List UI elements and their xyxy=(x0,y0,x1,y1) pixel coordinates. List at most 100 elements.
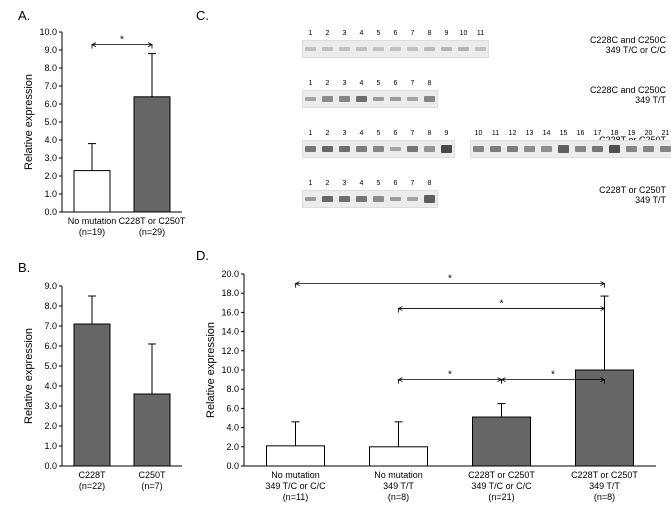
gel-band xyxy=(407,146,418,152)
gel-band xyxy=(322,196,333,203)
lane-number: 21 xyxy=(660,130,671,137)
svg-text:6.0: 6.0 xyxy=(44,341,57,351)
svg-text:(n=22): (n=22) xyxy=(79,481,105,491)
svg-text:(n=8): (n=8) xyxy=(388,492,409,502)
svg-text:(n=8): (n=8) xyxy=(594,492,615,502)
lane-number: 3 xyxy=(339,130,351,137)
lane-number: 7 xyxy=(407,130,419,137)
lane-number: 5 xyxy=(373,130,385,137)
bar xyxy=(370,447,428,466)
lane-number: 8 xyxy=(424,130,436,137)
svg-text:C228T or C250T: C228T or C250T xyxy=(119,216,186,226)
svg-text:16.0: 16.0 xyxy=(221,307,239,317)
gel-band xyxy=(305,197,316,202)
gel-band xyxy=(390,47,401,50)
svg-text:6.0: 6.0 xyxy=(44,99,57,109)
lane-number: 7 xyxy=(407,80,419,87)
svg-text:0.0: 0.0 xyxy=(44,461,57,471)
gel-band xyxy=(390,147,401,152)
bar xyxy=(134,97,170,212)
gel-band xyxy=(424,47,435,51)
gel-band xyxy=(441,145,452,153)
svg-text:14.0: 14.0 xyxy=(221,327,239,337)
chart-d: 0.02.04.06.08.010.012.014.016.018.020.0R… xyxy=(196,262,666,518)
svg-text:4.0: 4.0 xyxy=(44,381,57,391)
lane-number: 5 xyxy=(373,80,385,87)
lane-number: 5 xyxy=(373,180,385,187)
svg-text:(n=21): (n=21) xyxy=(488,492,514,502)
gel-band xyxy=(373,196,384,201)
gel-band xyxy=(490,146,501,152)
lane-number: 3 xyxy=(339,180,351,187)
gel-band xyxy=(541,146,552,151)
gel-band xyxy=(339,196,350,203)
gel-band xyxy=(390,97,401,102)
svg-text:2.0: 2.0 xyxy=(44,171,57,181)
gel-band xyxy=(592,146,603,152)
svg-text:7.0: 7.0 xyxy=(44,321,57,331)
lane-number: 15 xyxy=(558,130,570,137)
svg-text:349 T/T: 349 T/T xyxy=(589,481,620,491)
panel-c-label: C. xyxy=(196,8,209,23)
gel-band xyxy=(424,195,435,202)
svg-text:7.0: 7.0 xyxy=(44,81,57,91)
svg-text:C250T: C250T xyxy=(138,470,166,480)
lane-number: 11 xyxy=(490,130,502,137)
svg-text:C228T: C228T xyxy=(78,470,106,480)
svg-text:(n=29): (n=29) xyxy=(139,227,165,237)
svg-text:*: * xyxy=(448,370,452,381)
lane-number: 4 xyxy=(356,180,368,187)
gel-band xyxy=(373,97,384,102)
gel-band xyxy=(356,47,367,50)
lane-number: 12 xyxy=(507,130,519,137)
bar xyxy=(576,370,634,466)
svg-text:C228T or C250T: C228T or C250T xyxy=(468,470,535,480)
bar xyxy=(74,171,110,212)
svg-text:1.0: 1.0 xyxy=(44,189,57,199)
lane-number: 11 xyxy=(475,30,487,37)
svg-text:1.0: 1.0 xyxy=(44,441,57,451)
svg-text:2.0: 2.0 xyxy=(44,421,57,431)
lane-number: 4 xyxy=(356,80,368,87)
bar xyxy=(134,394,170,466)
gel-band xyxy=(458,47,469,51)
lane-number: 4 xyxy=(356,130,368,137)
svg-text:4.0: 4.0 xyxy=(44,135,57,145)
lane-number: 6 xyxy=(390,130,402,137)
svg-text:8.0: 8.0 xyxy=(44,63,57,73)
svg-text:C228T or C250T: C228T or C250T xyxy=(571,470,638,480)
gel-row-label: C228C and C250C349 T/T xyxy=(570,86,666,106)
svg-text:8.0: 8.0 xyxy=(44,301,57,311)
lane-number: 19 xyxy=(626,130,638,137)
svg-text:Relative expression: Relative expression xyxy=(23,328,35,424)
svg-text:*: * xyxy=(448,274,452,285)
gel-row-line2: 349 T/T xyxy=(635,195,666,205)
lane-number: 20 xyxy=(643,130,655,137)
svg-text:*: * xyxy=(551,370,555,381)
svg-text:(n=11): (n=11) xyxy=(283,492,309,502)
lane-number: 5 xyxy=(373,30,385,37)
gel-band xyxy=(322,96,333,101)
gel-band xyxy=(305,146,316,152)
gel-band xyxy=(322,146,333,153)
gel-band xyxy=(356,146,367,152)
gel-band xyxy=(322,47,333,50)
lane-number: 6 xyxy=(390,180,402,187)
lane-number: 6 xyxy=(390,80,402,87)
svg-text:(n=19): (n=19) xyxy=(79,227,105,237)
lane-number: 18 xyxy=(609,130,621,137)
lane-number: 7 xyxy=(407,30,419,37)
svg-text:5.0: 5.0 xyxy=(44,361,57,371)
gel-band xyxy=(475,47,486,50)
gel-band xyxy=(660,146,671,152)
svg-text:0.0: 0.0 xyxy=(44,207,57,217)
chart-b: 0.01.02.03.04.05.06.07.08.09.0Relative e… xyxy=(18,276,188,506)
svg-text:5.0: 5.0 xyxy=(44,117,57,127)
gel-panel: C228C and C250C349 T/C or C/C12345678910… xyxy=(196,28,666,243)
lane-number: 2 xyxy=(322,80,334,87)
gel-row-line1: C228C and C250C xyxy=(590,85,666,95)
gel-band xyxy=(609,145,620,153)
gel-band xyxy=(558,145,569,152)
svg-text:Relative expression: Relative expression xyxy=(205,322,217,418)
gel-band xyxy=(356,96,367,103)
